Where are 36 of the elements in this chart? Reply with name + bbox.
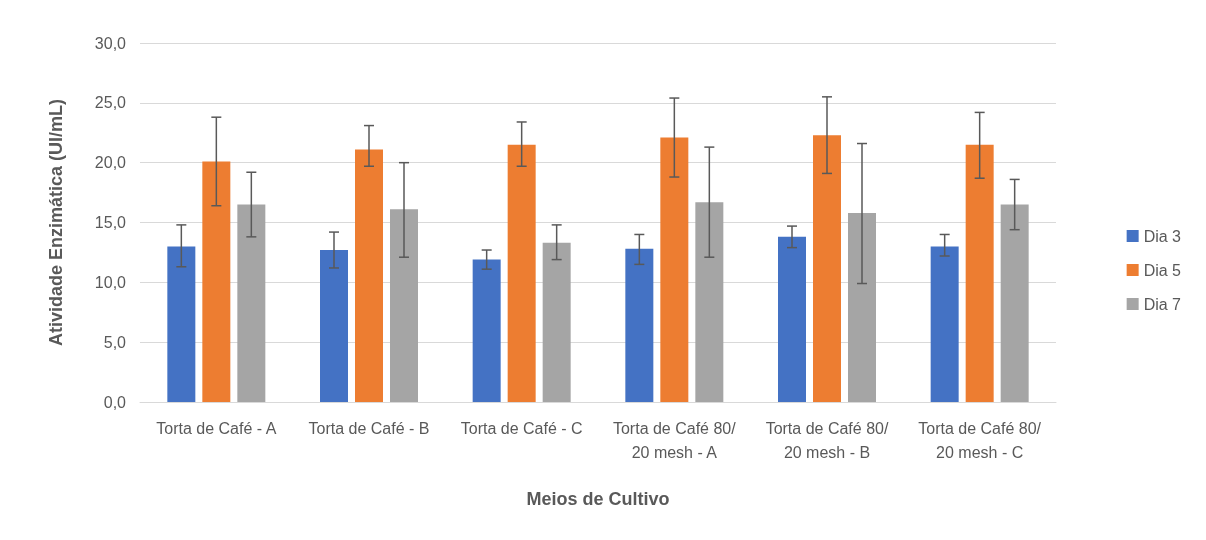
y-tick-label: 10,0 <box>94 273 127 291</box>
x-tick-label: Torta de Café - C <box>460 419 583 437</box>
bar <box>390 209 418 402</box>
y-tick-label: 15,0 <box>94 214 127 231</box>
bar <box>965 144 994 402</box>
y-tick-label: 20,0 <box>94 154 127 172</box>
bar <box>778 236 806 402</box>
bar <box>660 137 689 402</box>
y-axis-title: Atividade Enzimática (UI/mL) <box>46 98 66 347</box>
bar <box>355 149 383 402</box>
x-tick-label: Torta de Café - B <box>308 419 430 437</box>
bar <box>1000 204 1029 402</box>
legend-label: Dia 3 <box>1143 227 1182 245</box>
bar <box>237 204 266 402</box>
bar <box>930 246 959 402</box>
x-tick-label: Torta de Café 80/20 mesh - B <box>765 419 889 461</box>
bar <box>695 202 724 402</box>
legend-label: Dia 7 <box>1143 295 1182 313</box>
y-tick-label: 30,0 <box>94 34 127 52</box>
bar <box>167 246 196 402</box>
legend-label: Dia 5 <box>1143 261 1182 279</box>
x-axis-title: Meios de Cultivo <box>526 489 670 509</box>
bar <box>625 248 654 402</box>
x-tick-label: Torta de Café 80/20 mesh - A <box>612 419 737 461</box>
bar <box>813 135 841 402</box>
bar <box>507 144 536 402</box>
y-tick-label: 5,0 <box>103 333 127 351</box>
bar <box>472 259 501 402</box>
bar <box>320 250 348 402</box>
x-tick-label: Torta de Café 80/20 mesh - C <box>918 419 1042 461</box>
x-tick-label: Torta de Café - A <box>156 419 277 437</box>
y-tick-label: 25,0 <box>94 94 127 112</box>
bar <box>848 212 876 402</box>
bar <box>202 161 231 402</box>
bar <box>542 242 571 402</box>
y-tick-label: 0,0 <box>103 393 127 411</box>
